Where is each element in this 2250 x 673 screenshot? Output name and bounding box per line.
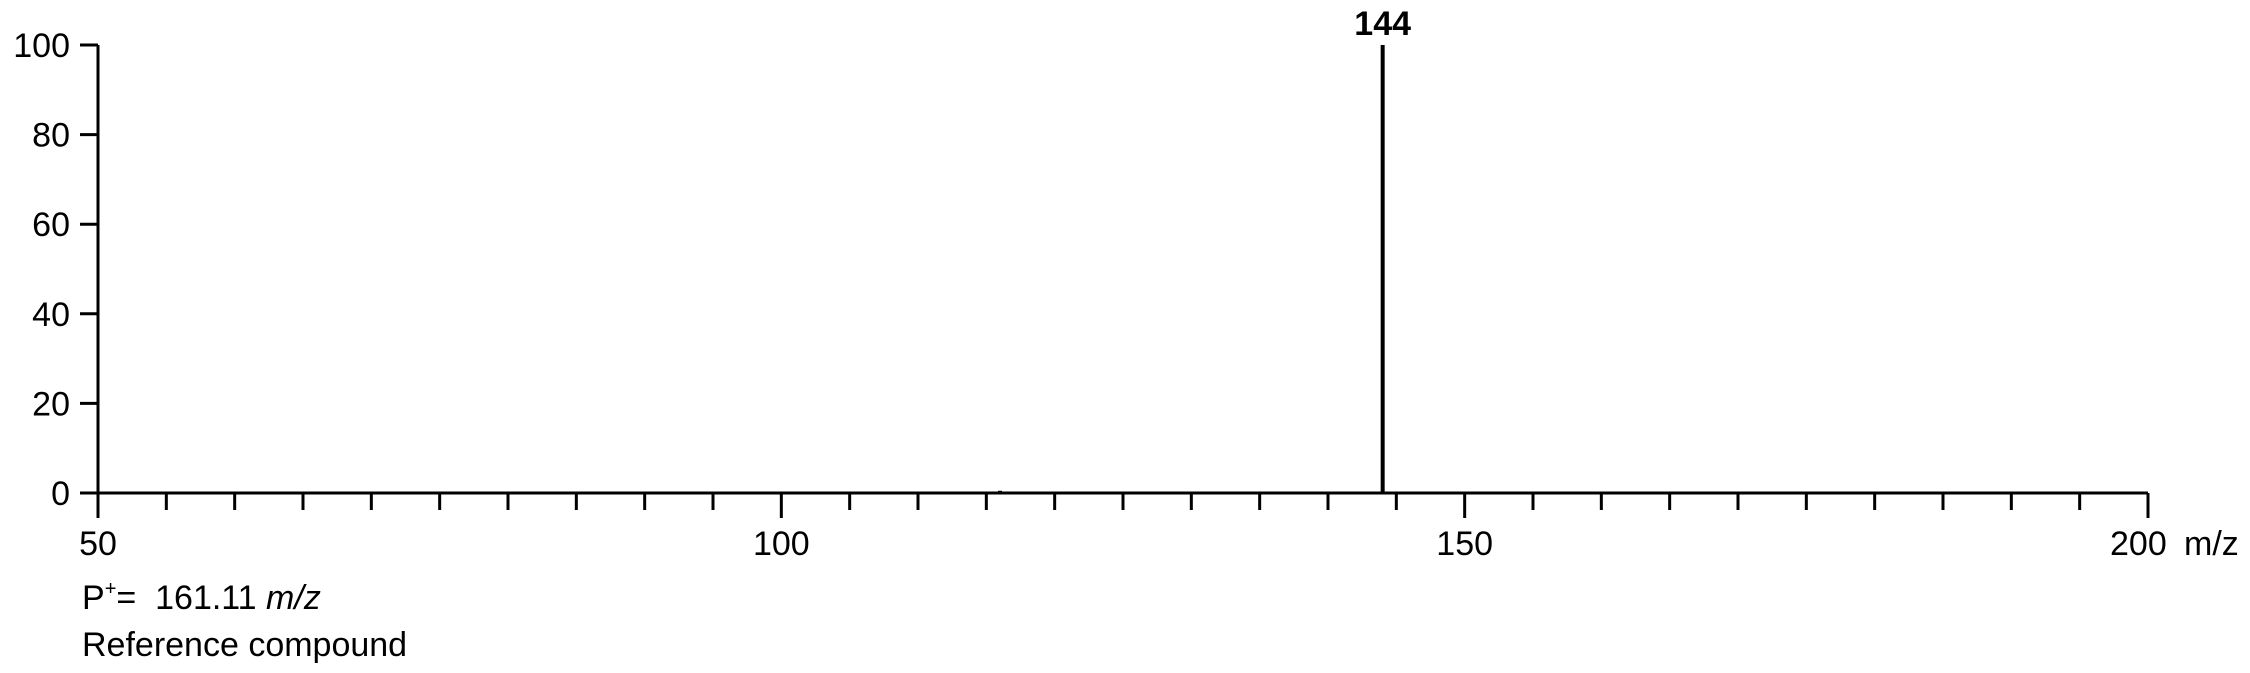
compound-caption: Reference compound (82, 626, 408, 664)
y-tick-label: 20 (32, 385, 70, 423)
x-tick-label: 100 (753, 525, 810, 563)
peaks: 144 (998, 5, 1411, 493)
y-tick-label: 80 (32, 117, 70, 155)
axes (96, 45, 2148, 495)
x-axis-ticks: 50 100 150 200 m/z (79, 493, 2239, 563)
x-unit-label: m/z (2184, 525, 2239, 563)
y-axis-ticks: 0 20 40 60 80 100 (13, 27, 98, 513)
precursor-value: = 161.11 (116, 579, 267, 617)
precursor-caption: P+= 161.11 m/z (82, 578, 321, 618)
y-tick-label: 60 (32, 206, 70, 244)
y-tick-label: 100 (13, 27, 70, 65)
precursor-unit: m/z (266, 579, 321, 617)
y-tick-label: 40 (32, 296, 70, 334)
precursor-prefix: P (82, 579, 105, 617)
x-tick-label: 200 (2110, 525, 2167, 563)
y-tick-label: 0 (51, 475, 70, 513)
peak-label: 144 (1354, 5, 1411, 43)
x-tick-label: 150 (1436, 525, 1493, 563)
precursor-charge: + (104, 578, 117, 600)
x-tick-label: 50 (79, 525, 117, 563)
